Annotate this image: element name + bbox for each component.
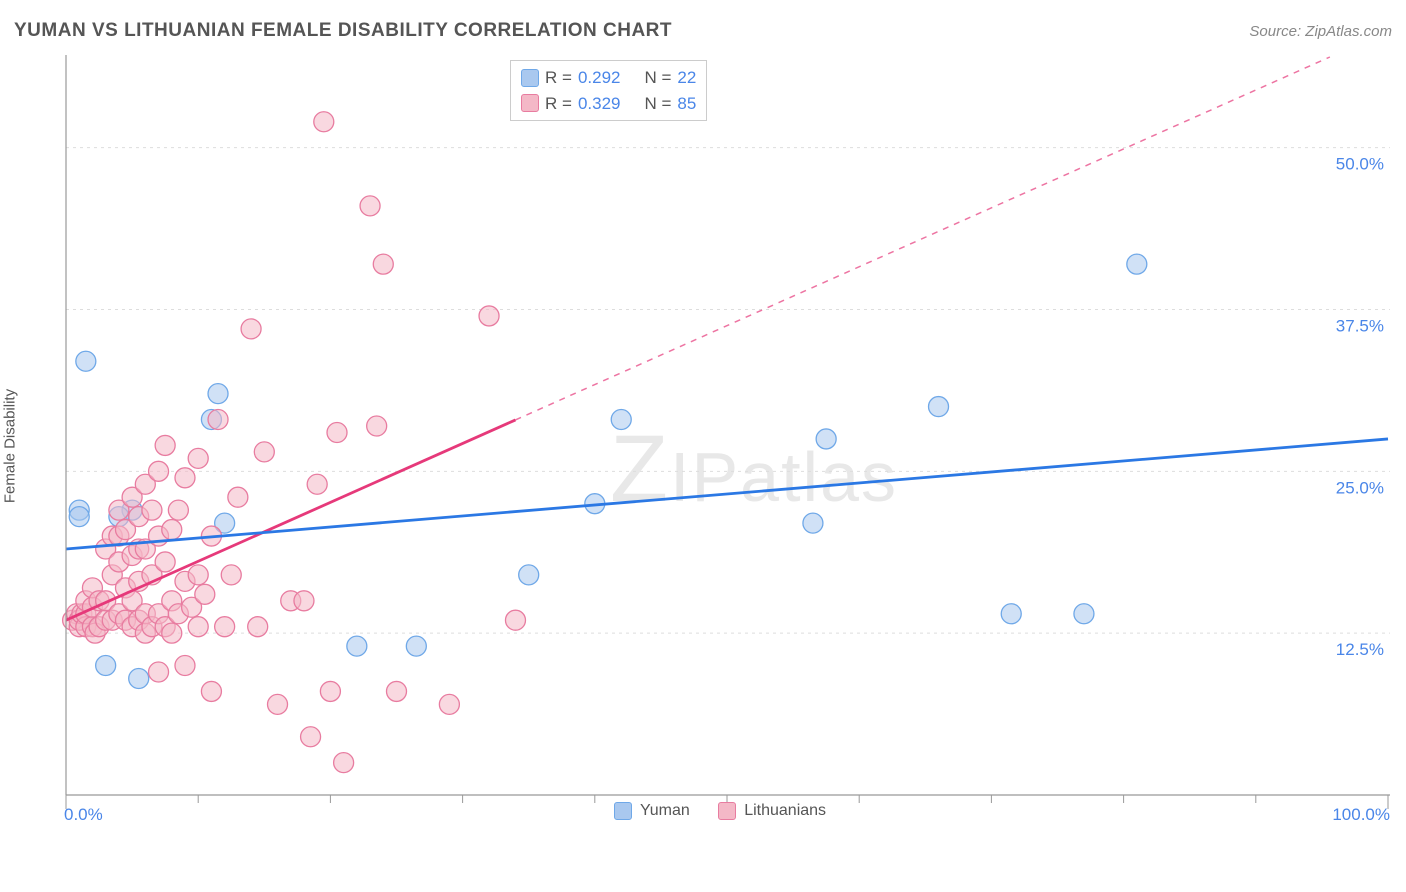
legend-swatch-icon [614,802,632,820]
svg-text:25.0%: 25.0% [1336,478,1384,497]
legend-swatch-icon [521,69,539,87]
n-label: N = [644,65,671,91]
chart-svg: 12.5% 25.0% 37.5% 50.0% [50,55,1390,825]
legend-stats: R = 0.292 N = 22 R = 0.329 N = 85 [510,60,707,121]
n-value: 22 [677,65,696,91]
legend-item: Lithuanians [718,802,826,820]
y-axis-label: Female Disability [2,389,19,503]
legend-stats-row: R = 0.292 N = 22 [521,65,696,91]
legend-series: Yuman Lithuanians [50,802,1390,825]
n-value: 85 [677,91,696,117]
legend-item: Yuman [614,802,690,820]
source-value: ZipAtlas.com [1305,23,1392,40]
svg-text:37.5%: 37.5% [1336,316,1384,335]
n-label: N = [644,91,671,117]
legend-label: Lithuanians [744,802,826,820]
legend-stats-row: R = 0.329 N = 85 [521,91,696,117]
legend-swatch-icon [718,802,736,820]
x-axis-max-label: 100.0% [1332,805,1390,825]
legend-label: Yuman [640,802,690,820]
r-label: R = [545,65,572,91]
source-attribution: Source: ZipAtlas.com [1249,23,1392,41]
svg-text:12.5%: 12.5% [1336,640,1384,659]
x-axis-min-label: 0.0% [64,805,103,825]
plot-container: ZIPatlas 12.5%25.0%37.5%50.0% R = 0.292 … [50,55,1390,825]
chart-title: YUMAN VS LITHUANIAN FEMALE DISABILITY CO… [14,20,672,42]
r-label: R = [545,91,572,117]
r-value: 0.292 [578,65,621,91]
svg-text:50.0%: 50.0% [1336,155,1384,174]
legend-swatch-icon [521,94,539,112]
r-value: 0.329 [578,91,621,117]
source-label: Source: [1249,23,1305,40]
